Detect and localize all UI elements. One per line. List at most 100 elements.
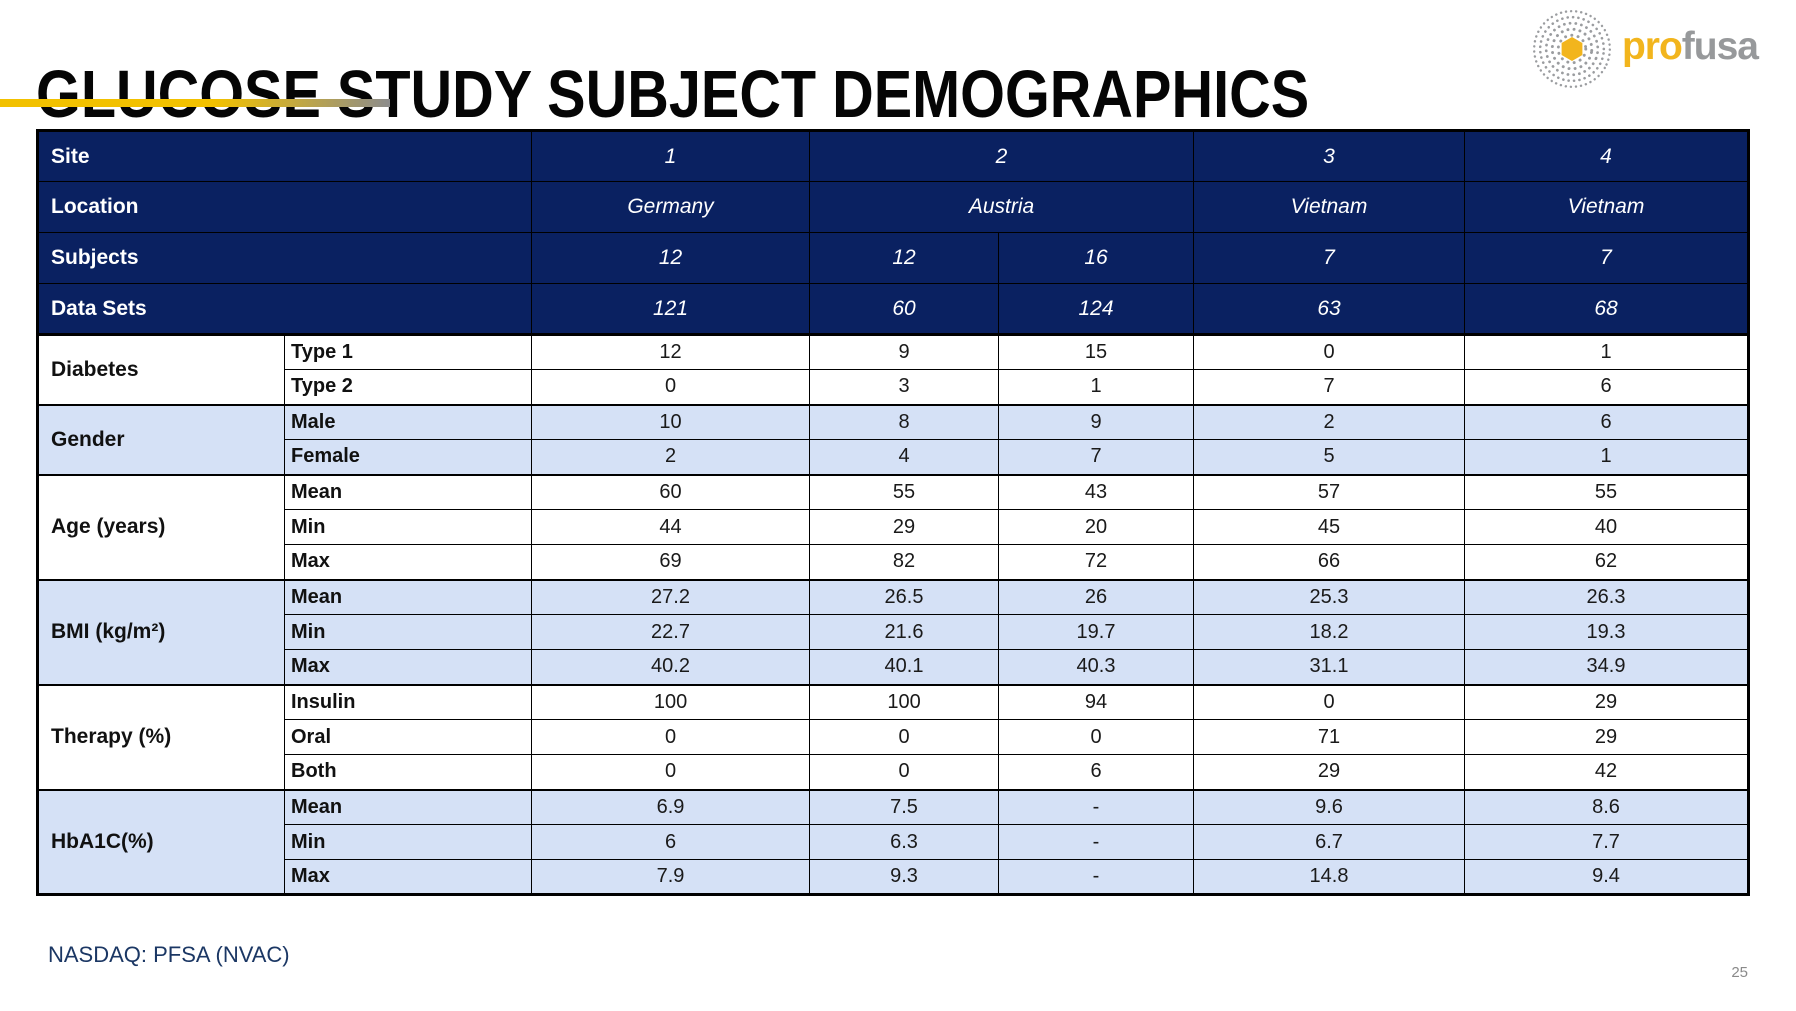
row-label: Min — [283, 614, 533, 650]
header-value: 1 — [531, 130, 811, 182]
header-value: 12 — [809, 232, 1000, 284]
hexagon-icon — [1561, 36, 1583, 62]
row-label: Mean — [283, 473, 533, 510]
value-cell: 27.2 — [531, 578, 811, 615]
group-label: BMI (kg/m²) — [37, 578, 285, 685]
group-label: Therapy (%) — [37, 683, 285, 790]
table-row: Age (years) Mean 60 55 43 57 55 — [37, 473, 1750, 580]
table-row: Min 22.7 21.6 19.7 18.2 19.3 — [37, 614, 1750, 650]
header-value: 3 — [1193, 130, 1466, 182]
value-cell: 40 — [1464, 509, 1750, 545]
value-cell: 44 — [531, 509, 811, 545]
profusa-logo-mark — [1532, 9, 1612, 89]
row-label: Both — [283, 754, 533, 790]
value-cell: 9.3 — [809, 859, 1000, 895]
value-cell: 8.6 — [1464, 788, 1750, 825]
value-cell: 29 — [1464, 719, 1750, 755]
value-cell: 100 — [531, 683, 811, 720]
value-cell: 66 — [1193, 544, 1466, 580]
row-label: Mean — [283, 578, 533, 615]
group-label: Gender — [37, 403, 285, 475]
value-cell: 1 — [1464, 439, 1750, 475]
logo-fusa: fusa — [1681, 24, 1759, 68]
value-cell: 71 — [1193, 719, 1466, 755]
header-row-label: Data Sets — [36, 283, 533, 336]
header-value: 4 — [1464, 130, 1750, 182]
value-cell: 9.4 — [1464, 859, 1750, 895]
value-cell: 29 — [1464, 683, 1750, 720]
value-cell: 0 — [809, 719, 1000, 755]
row-label: Max — [283, 544, 533, 580]
value-cell: 0 — [1193, 683, 1466, 720]
value-cell: 6 — [531, 824, 811, 860]
row-label: Oral — [283, 719, 533, 755]
value-cell: 26.3 — [1464, 578, 1750, 615]
row-label: Max — [283, 649, 533, 685]
value-cell: 7.9 — [531, 859, 811, 895]
table-row: BMI (kg/m²) Mean 27.2 26.5 26 25.3 26.3 — [37, 578, 1750, 685]
value-cell: 19.3 — [1464, 614, 1750, 650]
demographics-table: Site 1 2 3 4 Location Germany Austria Vi… — [36, 129, 1751, 896]
value-cell: 4 — [809, 439, 1000, 475]
value-cell: 60 — [531, 473, 811, 510]
table-row-subjects: Subjects 12 12 16 7 7 — [36, 232, 1750, 284]
value-cell: 55 — [809, 473, 1000, 510]
value-cell: 55 — [1464, 473, 1750, 510]
value-cell: 6.3 — [809, 824, 1000, 860]
value-cell: 7 — [1193, 369, 1466, 405]
table-body: Diabetes Type 1 12 9 15 0 1 Type 2 0 3 1… — [37, 333, 1750, 895]
row-label: Type 2 — [283, 369, 533, 405]
value-cell: 82 — [809, 544, 1000, 580]
header-value: 121 — [531, 283, 811, 336]
table-row-site: Site 1 2 3 4 — [36, 130, 1750, 182]
row-label: Insulin — [283, 683, 533, 720]
header-value: 60 — [809, 283, 1000, 336]
value-cell: 43 — [998, 473, 1195, 510]
table-row: Min 44 29 20 45 40 — [37, 509, 1750, 545]
row-label: Male — [283, 403, 533, 440]
row-label: Type 1 — [283, 333, 533, 370]
header-value: 12 — [531, 232, 811, 284]
header-value: 124 — [998, 283, 1195, 336]
header-value: 16 — [998, 232, 1195, 284]
value-cell: - — [998, 788, 1195, 825]
value-cell: 29 — [809, 509, 1000, 545]
value-cell: - — [998, 859, 1195, 895]
table-row: Type 2 0 3 1 7 6 — [37, 369, 1750, 405]
header-value: 63 — [1193, 283, 1466, 336]
value-cell: 18.2 — [1193, 614, 1466, 650]
value-cell: 26.5 — [809, 578, 1000, 615]
value-cell: 0 — [531, 754, 811, 790]
value-cell: 0 — [998, 719, 1195, 755]
table-header: Site 1 2 3 4 Location Germany Austria Vi… — [36, 130, 1750, 336]
value-cell: 8 — [809, 403, 1000, 440]
value-cell: 7 — [998, 439, 1195, 475]
value-cell: 29 — [1193, 754, 1466, 790]
value-cell: - — [998, 824, 1195, 860]
value-cell: 6 — [998, 754, 1195, 790]
table-row: Max 69 82 72 66 62 — [37, 544, 1750, 580]
header-value: Austria — [809, 181, 1195, 233]
value-cell: 3 — [809, 369, 1000, 405]
value-cell: 12 — [531, 333, 811, 370]
value-cell: 6 — [1464, 369, 1750, 405]
table-row: Max 40.2 40.1 40.3 31.1 34.9 — [37, 649, 1750, 685]
value-cell: 0 — [1193, 333, 1466, 370]
value-cell: 62 — [1464, 544, 1750, 580]
page-title: GLUCOSE STUDY SUBJECT DEMOGRAPHICS — [36, 56, 1310, 132]
table-row: Oral 0 0 0 71 29 — [37, 719, 1750, 755]
header-value: Vietnam — [1193, 181, 1466, 233]
value-cell: 10 — [531, 403, 811, 440]
row-label: Max — [283, 859, 533, 895]
header-value: 7 — [1193, 232, 1466, 284]
row-label: Female — [283, 439, 533, 475]
header-value: Vietnam — [1464, 181, 1750, 233]
row-label: Min — [283, 824, 533, 860]
value-cell: 45 — [1193, 509, 1466, 545]
header-value: Germany — [531, 181, 811, 233]
header-value: 7 — [1464, 232, 1750, 284]
value-cell: 72 — [998, 544, 1195, 580]
value-cell: 2 — [1193, 403, 1466, 440]
value-cell: 34.9 — [1464, 649, 1750, 685]
